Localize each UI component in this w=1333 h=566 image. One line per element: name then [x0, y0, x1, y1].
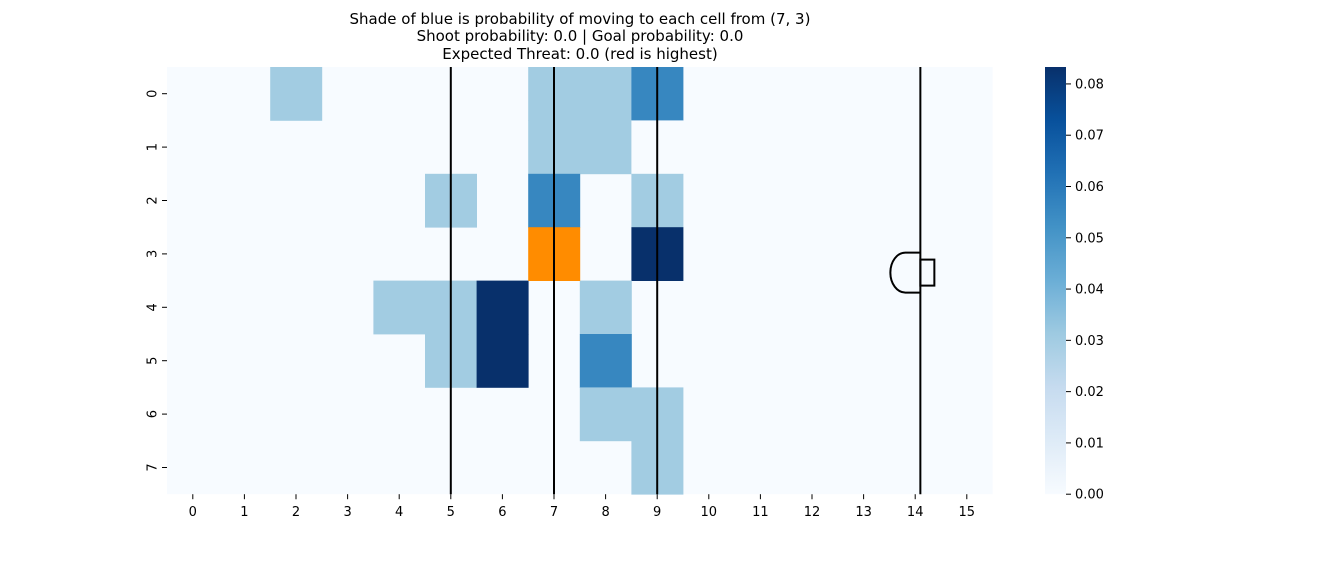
heatmap-cell	[579, 280, 632, 335]
x-tick-label: 0	[189, 505, 197, 520]
x-axis: 0 1 2 3 4 5 6 7 8 9 10 11 12 13 14 15	[189, 494, 975, 520]
x-tick-label: 15	[959, 505, 976, 520]
colorbar-tick-label: 0.03	[1075, 334, 1104, 349]
y-tick-label: 4	[146, 303, 161, 311]
heatmap-cell	[579, 334, 632, 388]
x-tick-label: 8	[601, 505, 609, 520]
y-tick-label: 7	[146, 463, 161, 471]
penalty-arc	[889, 251, 921, 294]
chart-title: Shade of blue is probability of moving t…	[350, 10, 811, 63]
y-tick-label: 3	[146, 250, 161, 258]
colorbar: 0.00 0.01 0.02 0.03 0.04 0.05 0.06 0.07 0.08	[1045, 67, 1104, 503]
colorbar-tick-label: 0.08	[1075, 77, 1104, 92]
x-tick-label: 14	[907, 505, 924, 520]
x-tick-label: 11	[752, 505, 769, 520]
x-tick-label: 4	[395, 505, 403, 520]
y-tick-label: 6	[146, 410, 161, 418]
y-tick-label: 5	[146, 357, 161, 365]
title-line-1: Shade of blue is probability of moving t…	[350, 10, 811, 28]
heatmap-cell	[579, 387, 632, 442]
colorbar-tick-label: 0.01	[1075, 436, 1104, 451]
y-tick-label: 2	[146, 196, 161, 204]
x-tick-label: 12	[804, 505, 821, 520]
x-tick-label: 7	[550, 505, 558, 520]
heatmap-cell	[579, 120, 632, 175]
goal-box	[919, 258, 936, 287]
x-tick-label: 9	[653, 505, 661, 520]
colorbar-tick-label: 0.00	[1075, 488, 1104, 503]
title-line-2: Shoot probability: 0.0 | Goal probabilit…	[417, 27, 744, 45]
x-tick-label: 3	[343, 505, 351, 520]
title-line-3: Expected Threat: 0.0 (red is highest)	[442, 45, 717, 63]
colorbar-tick-label: 0.06	[1075, 180, 1104, 195]
x-tick-label: 5	[447, 505, 455, 520]
x-tick-label: 10	[701, 505, 718, 520]
heatmap-cell	[476, 334, 529, 388]
colorbar-tick-label: 0.07	[1075, 129, 1104, 144]
x-tick-label: 13	[855, 505, 872, 520]
heatmap-cell	[579, 67, 632, 121]
x-tick-label: 6	[498, 505, 506, 520]
colorbar-tick-label: 0.05	[1075, 231, 1104, 246]
colorbar-gradient	[1045, 67, 1066, 495]
heatmap-cell	[476, 280, 529, 335]
y-axis: 0 1 2 3 4 5 6 7	[146, 90, 167, 472]
y-tick-label: 0	[146, 90, 161, 98]
x-tick-label: 2	[292, 505, 300, 520]
colorbar-tick-label: 0.02	[1075, 385, 1104, 400]
heatmap-cell	[373, 280, 426, 335]
x-tick-label: 1	[240, 505, 248, 520]
y-tick-label: 1	[146, 143, 161, 151]
pitch-markings	[449, 67, 936, 495]
heatmap-cell	[270, 67, 323, 121]
colorbar-tick-label: 0.04	[1075, 283, 1104, 298]
